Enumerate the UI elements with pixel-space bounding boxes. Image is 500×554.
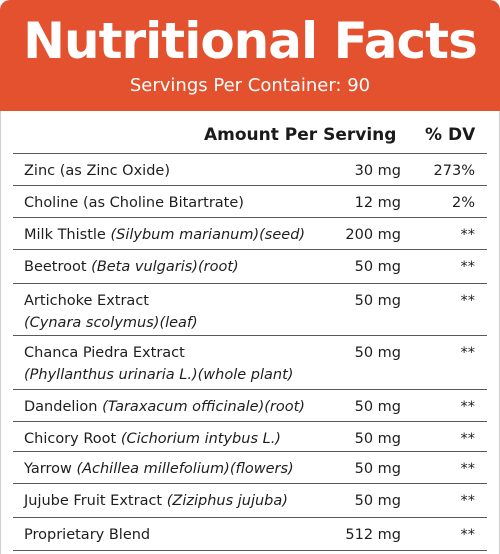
ingredient-name: Yarrow (Achillea millefolium)(flowers) (24, 461, 294, 477)
ingredient-amount: 50 mg (354, 293, 401, 309)
ingredient-name: Jujube Fruit Extract (Ziziphus jujuba) (24, 493, 288, 509)
ingredient-dv: ** (460, 293, 476, 309)
table-row: Artichoke Extract (Cynara scolymus)(leaf)… (13, 283, 487, 336)
ingredient-amount: 50 mg (354, 431, 401, 447)
table-row: Proprietary Blend 512 mg ** (13, 517, 487, 551)
ingredient-amount: 12 mg (354, 195, 401, 211)
table-row: Yarrow (Achillea millefolium)(flowers) 5… (13, 451, 487, 484)
ingredient-amount: 50 mg (354, 399, 401, 415)
ingredient-dv: ** (460, 227, 476, 243)
column-header-dv: % DV (425, 125, 476, 145)
ingredient-dv: ** (460, 493, 476, 509)
ingredient-name: Beetroot (Beta vulgaris)(root) (24, 259, 239, 275)
ingredient-dv: 273% (433, 163, 475, 179)
ingredient-amount: 50 mg (354, 461, 401, 477)
ingredient-name: Milk Thistle (Silybum marianum)(seed) (24, 227, 306, 243)
ingredient-dv: ** (460, 345, 476, 361)
ingredient-dv: ** (460, 399, 476, 415)
ingredient-amount: 200 mg (345, 227, 401, 243)
table-row: Dandelion (Taraxacum officinale)(root) 5… (13, 389, 487, 422)
column-header-amount: Amount Per Serving (204, 125, 397, 145)
table-row: Choline (as Choline Bitartrate) 12 mg 2% (13, 185, 487, 218)
ingredient-name: Chicory Root (Cichorium intybus L.) (24, 431, 281, 447)
table-row: Beetroot (Beta vulgaris)(root) 50 mg ** (13, 249, 487, 284)
ingredient-name: Artichoke Extract (Cynara scolymus)(leaf) (24, 293, 198, 331)
ingredient-name: Zinc (as Zinc Oxide) (24, 163, 170, 179)
servings-per-container: Servings Per Container: 90 (129, 75, 371, 96)
table-row: Zinc (as Zinc Oxide) 30 mg 273% (13, 153, 487, 186)
bottom-divider (13, 550, 487, 551)
ingredient-dv: ** (460, 527, 476, 543)
table-row: Milk Thistle (Silybum marianum)(seed) 20… (13, 217, 487, 250)
ingredient-dv: ** (460, 259, 476, 275)
ingredient-dv: ** (460, 461, 476, 477)
table-row: Jujube Fruit Extract (Ziziphus jujuba) 5… (13, 483, 487, 518)
ingredient-dv: ** (460, 431, 476, 447)
ingredient-amount: 50 mg (354, 493, 401, 509)
ingredient-amount: 30 mg (354, 163, 401, 179)
label-title: Nutritional Facts (23, 12, 478, 70)
ingredient-amount: 50 mg (354, 259, 401, 275)
ingredient-name: Choline (as Choline Bitartrate) (24, 195, 244, 211)
table-row: Chicory Root (Cichorium intybus L.) 50 m… (13, 421, 487, 452)
ingredient-name: Chanca Piedra Extract (Phyllanthus urinar… (24, 345, 294, 383)
label-header: Nutritional Facts Servings Per Container… (0, 0, 500, 111)
ingredient-amount: 50 mg (354, 345, 401, 361)
ingredient-name: Dandelion (Taraxacum officinale)(root) (24, 399, 305, 415)
ingredient-dv: 2% (451, 195, 475, 211)
ingredient-name: Proprietary Blend (24, 527, 151, 543)
ingredient-amount: 512 mg (345, 527, 401, 543)
table-row: Chanca Piedra Extract (Phyllanthus urinar… (13, 335, 487, 390)
